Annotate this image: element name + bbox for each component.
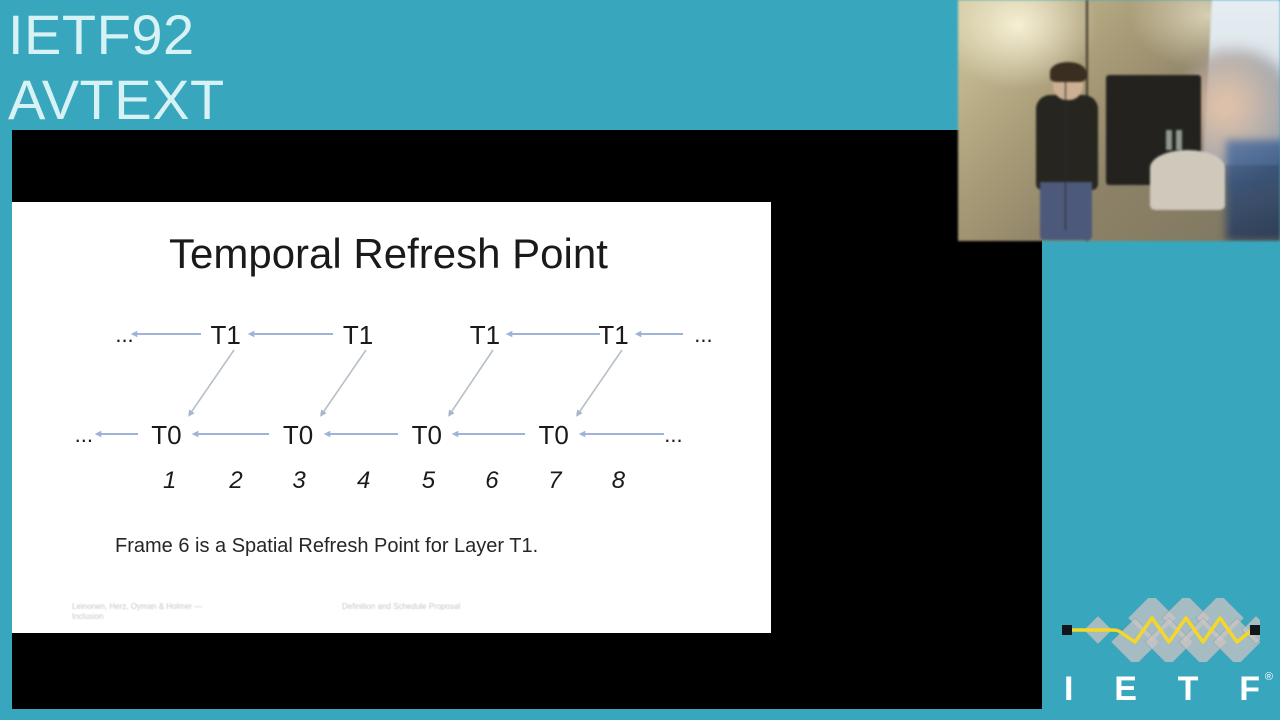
svg-text:4: 4 [357,467,370,494]
svg-text:7: 7 [548,467,563,494]
svg-text:2: 2 [228,467,242,494]
svg-text:T1: T1 [598,320,628,350]
svg-text:T0: T0 [283,420,313,450]
svg-text:...: ... [664,422,682,447]
svg-text:T1: T1 [470,320,500,350]
svg-text:1: 1 [163,467,176,494]
svg-text:...: ... [115,322,133,347]
svg-text:6: 6 [485,467,499,494]
svg-text:8: 8 [612,467,626,494]
svg-text:T0: T0 [539,420,569,450]
svg-text:3: 3 [292,467,306,494]
svg-text:...: ... [75,422,93,447]
svg-text:T0: T0 [151,420,181,450]
svg-text:5: 5 [422,467,436,494]
svg-text:...: ... [694,322,712,347]
svg-text:T1: T1 [211,320,241,350]
svg-text:T1: T1 [343,320,373,350]
svg-text:T0: T0 [412,420,442,450]
